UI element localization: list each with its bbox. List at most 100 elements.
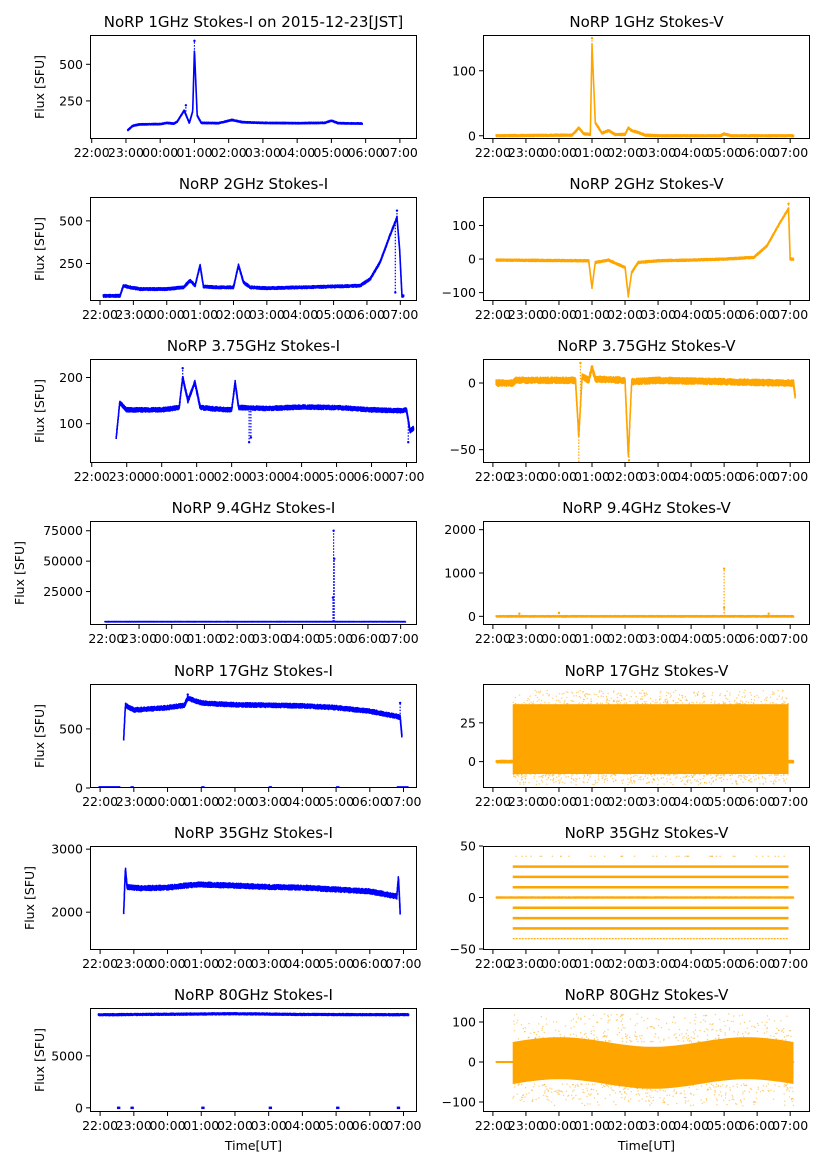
panel-p0: 25050022:0023:0000:0001:0002:0003:0004:0… xyxy=(32,13,418,160)
data-series xyxy=(495,896,795,899)
noise-point xyxy=(762,1085,765,1087)
noise-point xyxy=(604,1040,607,1042)
noise-point xyxy=(652,1096,655,1099)
noise-point xyxy=(666,774,669,776)
noise-point xyxy=(613,690,615,692)
noise-point xyxy=(655,699,657,701)
noise-point xyxy=(709,1086,711,1089)
y-axis-label: Flux [SFU] xyxy=(32,704,47,768)
noise-point xyxy=(676,773,678,775)
noise-point xyxy=(757,1086,759,1088)
chart-title: NoRP 9.4GHz Stokes-V xyxy=(562,499,731,517)
noise-point xyxy=(553,1036,555,1039)
noise-point xyxy=(593,1034,595,1036)
noise-point xyxy=(525,774,527,776)
noise-point xyxy=(591,1088,593,1090)
noise-point xyxy=(679,1085,681,1087)
noise-point xyxy=(785,1085,787,1087)
noise-point xyxy=(711,1029,713,1031)
plot-area xyxy=(495,855,795,940)
noise-point xyxy=(581,702,583,705)
noise-point xyxy=(586,1095,588,1098)
noise-point xyxy=(690,1093,693,1095)
noise-point xyxy=(554,1090,556,1093)
spike-point xyxy=(767,612,770,615)
noise-point xyxy=(634,1024,637,1027)
y-tick-label: 0 xyxy=(468,754,476,769)
noise-point xyxy=(555,1021,558,1023)
noise-point xyxy=(646,782,649,784)
noise-point xyxy=(552,779,554,782)
noise-point xyxy=(590,855,592,858)
noise-point xyxy=(778,1029,780,1032)
noise-point xyxy=(702,775,705,777)
noise-point xyxy=(655,855,658,858)
noise-point xyxy=(540,1040,542,1042)
noise-point xyxy=(628,1101,630,1103)
noise-point xyxy=(520,1096,523,1099)
noise-point xyxy=(555,1090,557,1092)
noise-point xyxy=(635,695,637,698)
y-tick-label: 250 xyxy=(59,256,83,271)
noise-point xyxy=(618,1031,621,1034)
noise-point xyxy=(526,699,529,702)
noise-point xyxy=(621,699,623,702)
noise-point xyxy=(634,1036,637,1038)
x-tick-label: 04:00 xyxy=(282,307,318,322)
x-tick-label: 00:00 xyxy=(541,145,577,160)
noise-point xyxy=(576,773,578,775)
noise-point xyxy=(537,691,540,693)
noise-point xyxy=(687,855,690,858)
noise-point xyxy=(743,1021,746,1024)
noise-point xyxy=(617,1083,619,1086)
noise-point xyxy=(692,1104,695,1106)
noise-point xyxy=(695,1016,697,1019)
noise-point xyxy=(711,855,714,858)
x-tick-label: 01:00 xyxy=(179,469,215,484)
noise-point xyxy=(605,701,608,703)
x-tick-label: 22:00 xyxy=(475,631,511,646)
noise-point xyxy=(659,1089,661,1091)
noise-point xyxy=(545,1085,547,1088)
noise-point xyxy=(547,1096,549,1098)
noise-point xyxy=(620,693,622,695)
noise-point xyxy=(540,775,542,778)
y-tick-label: 500 xyxy=(59,721,83,736)
noise-point xyxy=(638,1083,640,1086)
noise-point xyxy=(628,1084,630,1086)
noise-point xyxy=(658,1018,660,1021)
noise-point xyxy=(556,1091,558,1094)
noise-point xyxy=(766,1031,768,1033)
noise-point xyxy=(744,696,746,698)
axes-frame xyxy=(90,197,417,301)
noise-point xyxy=(770,774,772,776)
x-tick-label: 02:00 xyxy=(215,307,251,322)
noise-point xyxy=(585,692,587,695)
chart-title: NoRP 3.75GHz Stokes-I xyxy=(167,337,340,355)
noise-point xyxy=(701,696,704,699)
noise-point xyxy=(775,1038,778,1041)
x-tick-label: 07:00 xyxy=(385,794,421,809)
noise-point xyxy=(566,703,569,705)
noise-point xyxy=(600,1083,603,1085)
noise-point xyxy=(740,1100,742,1102)
axes-frame xyxy=(90,521,417,625)
noise-point xyxy=(649,1089,652,1091)
noise-point xyxy=(773,693,775,695)
x-tick-label: 04:00 xyxy=(673,631,709,646)
noise-point xyxy=(517,775,520,777)
noise-point xyxy=(708,781,711,783)
noise-point xyxy=(581,1036,583,1039)
noise-point xyxy=(772,691,774,693)
noise-point xyxy=(609,1040,612,1042)
noise-point xyxy=(646,777,649,779)
noise-point xyxy=(524,773,526,775)
noise-point xyxy=(645,701,647,703)
x-tick-label: 22:00 xyxy=(74,145,110,160)
noise-point xyxy=(768,775,770,777)
noise-point xyxy=(570,1027,572,1029)
noise-point xyxy=(663,1084,665,1086)
noise-point xyxy=(613,1101,615,1103)
noise-point xyxy=(597,1038,599,1041)
noise-point xyxy=(582,1089,584,1091)
